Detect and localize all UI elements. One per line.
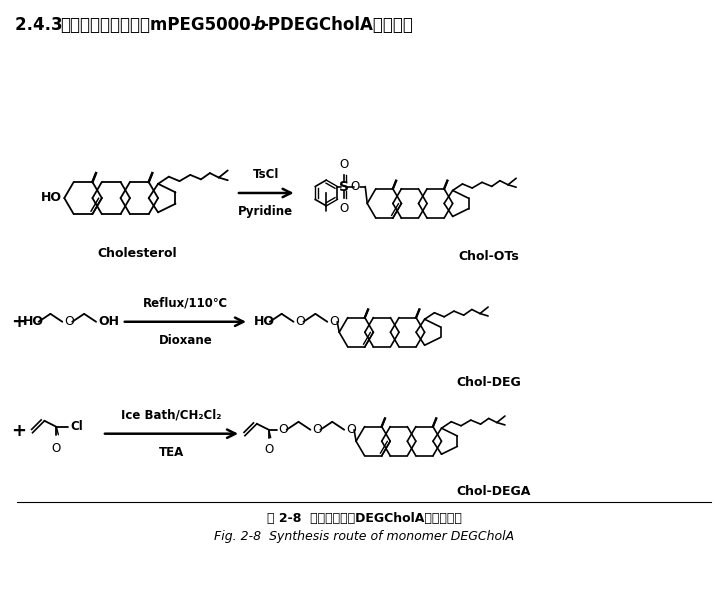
Text: 两亲性嵌段聚合物（mPEG5000-: 两亲性嵌段聚合物（mPEG5000- — [60, 15, 258, 34]
Text: Dioxane: Dioxane — [159, 334, 213, 347]
Text: O: O — [340, 157, 349, 170]
Text: Fig. 2-8  Synthesis route of monomer DEGCholA: Fig. 2-8 Synthesis route of monomer DEGC… — [214, 530, 514, 543]
Text: O: O — [264, 443, 273, 456]
Text: O: O — [52, 442, 61, 455]
Text: O: O — [296, 316, 306, 328]
Text: b: b — [254, 15, 266, 34]
Text: HO: HO — [41, 191, 63, 204]
Text: Pyridine: Pyridine — [238, 205, 293, 218]
Text: O: O — [346, 423, 356, 436]
Text: O: O — [329, 316, 339, 328]
Text: Chol-OTs: Chol-OTs — [459, 250, 519, 263]
Text: Reflux/110℃: Reflux/110℃ — [143, 297, 228, 310]
Text: O: O — [351, 180, 360, 193]
Text: Cholesterol: Cholesterol — [97, 247, 177, 260]
Text: Cl: Cl — [71, 420, 83, 433]
Text: O: O — [340, 202, 349, 215]
Text: O: O — [279, 423, 288, 436]
Text: +: + — [11, 422, 25, 440]
Text: 图 2-8  胆固醇单体（DEGCholA）合成路线: 图 2-8 胆固醇单体（DEGCholA）合成路线 — [266, 512, 462, 525]
Text: Chol-DEG: Chol-DEG — [456, 377, 521, 389]
Text: OH: OH — [98, 316, 119, 328]
Text: -PDEGCholA）的合成: -PDEGCholA）的合成 — [261, 15, 413, 34]
Text: O: O — [312, 423, 323, 436]
Text: TEA: TEA — [159, 446, 184, 459]
Text: HO: HO — [254, 316, 275, 328]
Text: HO: HO — [23, 316, 44, 328]
Text: Chol-DEGA: Chol-DEGA — [456, 485, 531, 498]
Text: +: + — [11, 313, 25, 331]
Text: 2.4.3: 2.4.3 — [15, 15, 74, 34]
Text: Ice Bath/CH₂Cl₂: Ice Bath/CH₂Cl₂ — [122, 409, 221, 422]
Text: TsCl: TsCl — [253, 168, 279, 181]
Text: O: O — [64, 316, 74, 328]
Text: S: S — [339, 179, 349, 194]
